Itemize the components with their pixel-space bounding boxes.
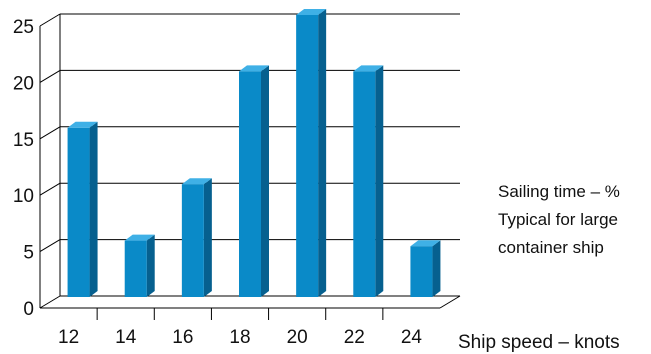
bar xyxy=(296,9,327,297)
bar xyxy=(239,65,269,298)
bar-side xyxy=(375,65,384,298)
bar-front xyxy=(124,240,147,297)
gridline-depth xyxy=(39,239,61,253)
bar xyxy=(181,178,212,297)
y-tick-label: 20 xyxy=(13,73,34,94)
annotation-line-2: Typical for large xyxy=(498,210,618,229)
bar-layer xyxy=(67,9,441,298)
x-tick-label: 12 xyxy=(58,327,79,348)
x-tick-labels: 12 14 16 18 20 22 24 xyxy=(58,327,422,348)
bar-front xyxy=(181,184,204,297)
y-tick-label: 5 xyxy=(23,243,34,264)
annotation-line-1: Sailing time – % xyxy=(498,182,620,201)
floor-edge xyxy=(439,295,461,309)
bar xyxy=(410,240,441,297)
y-tick-label: 10 xyxy=(13,186,34,207)
bar-top xyxy=(67,121,98,128)
bar-top xyxy=(296,9,327,15)
bar xyxy=(124,234,155,297)
x-tick-label: 24 xyxy=(401,327,423,348)
bar-side xyxy=(432,240,441,297)
bar-front xyxy=(353,71,376,298)
bar-side xyxy=(318,9,327,297)
gridline-depth xyxy=(39,182,61,196)
bar xyxy=(67,121,98,297)
gridline-depth xyxy=(39,126,61,140)
y-tick-labels: 0 5 10 15 20 25 xyxy=(13,17,34,320)
y-tick-label: 0 xyxy=(23,299,34,320)
bar-front xyxy=(239,71,261,298)
bar-side xyxy=(203,178,212,297)
x-tick-label: 14 xyxy=(115,327,137,348)
x-axis-label: Ship speed – knots xyxy=(458,332,620,353)
bar-top xyxy=(181,178,212,185)
gridline-depth xyxy=(39,295,61,309)
bar-top xyxy=(353,65,384,72)
x-tick-label: 22 xyxy=(344,327,365,348)
annotation-line-3: container ship xyxy=(498,238,604,257)
x-tick-label: 18 xyxy=(229,327,250,348)
bar-front xyxy=(296,15,319,297)
y-tick-label: 15 xyxy=(13,130,34,151)
bar-front xyxy=(410,246,433,297)
bar-side xyxy=(146,234,155,297)
x-tick-label: 20 xyxy=(287,327,308,348)
bar xyxy=(353,65,384,298)
y-tick-label: 25 xyxy=(13,17,34,38)
gridline-depth xyxy=(39,13,61,27)
bar-side xyxy=(261,65,269,298)
bar-top xyxy=(239,65,269,72)
x-tick-label: 16 xyxy=(172,327,193,348)
bar-side xyxy=(89,121,98,297)
bar-top xyxy=(410,240,441,247)
bar-front xyxy=(67,127,90,297)
gridline-depth xyxy=(39,69,61,83)
bar-top xyxy=(124,234,155,241)
